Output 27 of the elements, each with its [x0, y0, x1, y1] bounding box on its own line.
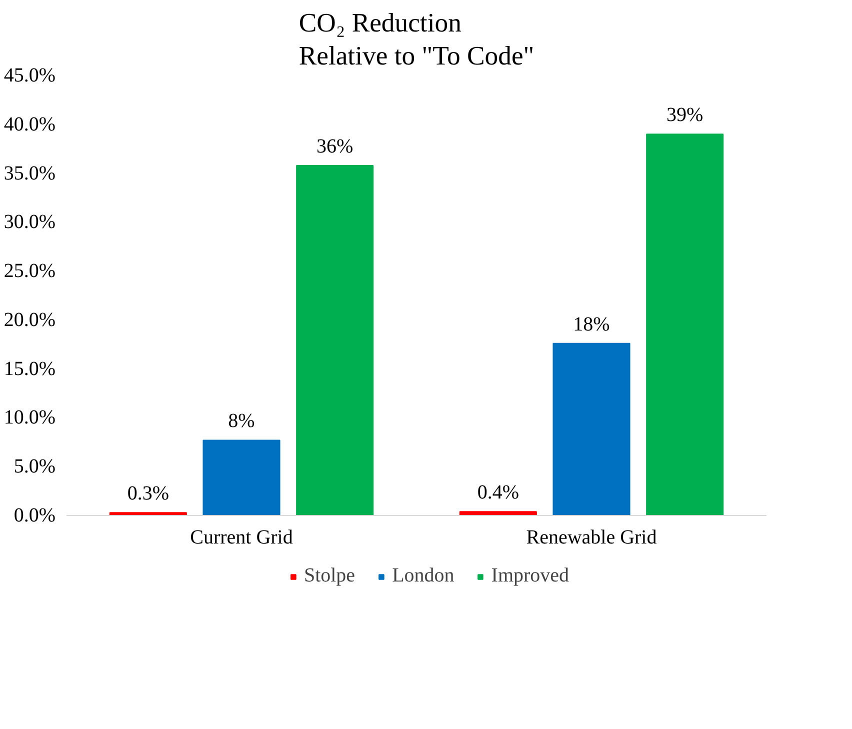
- x-tick-label: Renewable Grid: [526, 526, 657, 548]
- bar: [202, 440, 280, 516]
- bar: [646, 134, 724, 516]
- y-tick-label: 10.0%: [4, 406, 56, 429]
- y-tick-label: 45.0%: [4, 64, 56, 86]
- chart-title: CO₂ Reduction Relative to "To Code": [298, 8, 534, 70]
- data-label: 39%: [666, 104, 704, 126]
- y-tick-label: 30.0%: [4, 211, 56, 234]
- y-tick-label: 25.0%: [4, 260, 56, 282]
- legend-label: Improved: [491, 564, 570, 588]
- y-tick-label: 15.0%: [4, 358, 56, 380]
- legend-label: London: [392, 564, 454, 588]
- bar: [552, 342, 630, 516]
- data-label: 8%: [228, 410, 255, 432]
- x-tick-label: Current Grid: [190, 526, 293, 548]
- y-tick-label: 35.0%: [4, 162, 56, 184]
- data-label: 18%: [573, 313, 610, 336]
- data-label: 0.4%: [477, 482, 520, 504]
- data-label: 0.3%: [127, 482, 170, 505]
- bar: [296, 164, 374, 516]
- y-tick-label: 0.0%: [14, 504, 56, 526]
- y-tick-label: 40.0%: [4, 113, 56, 136]
- y-tick-label: 5.0%: [14, 456, 56, 478]
- data-label: 36%: [316, 135, 354, 158]
- legend-label: Stolpe: [304, 564, 356, 588]
- y-tick-label: 20.0%: [4, 308, 56, 331]
- bar: [459, 511, 537, 516]
